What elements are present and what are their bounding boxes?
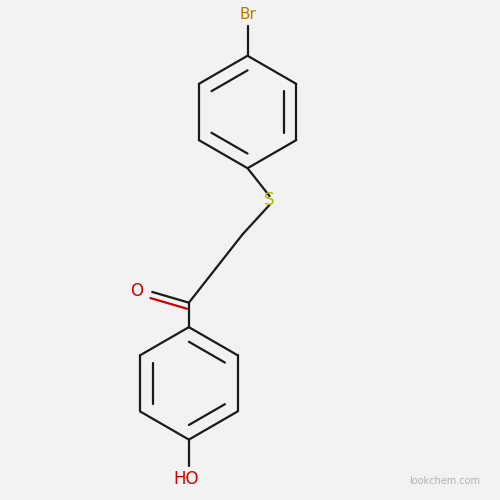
- Text: O: O: [130, 282, 143, 300]
- Text: Br: Br: [239, 8, 256, 22]
- Text: lookchem.com: lookchem.com: [409, 476, 480, 486]
- Text: HO: HO: [174, 470, 199, 488]
- Text: S: S: [264, 191, 275, 209]
